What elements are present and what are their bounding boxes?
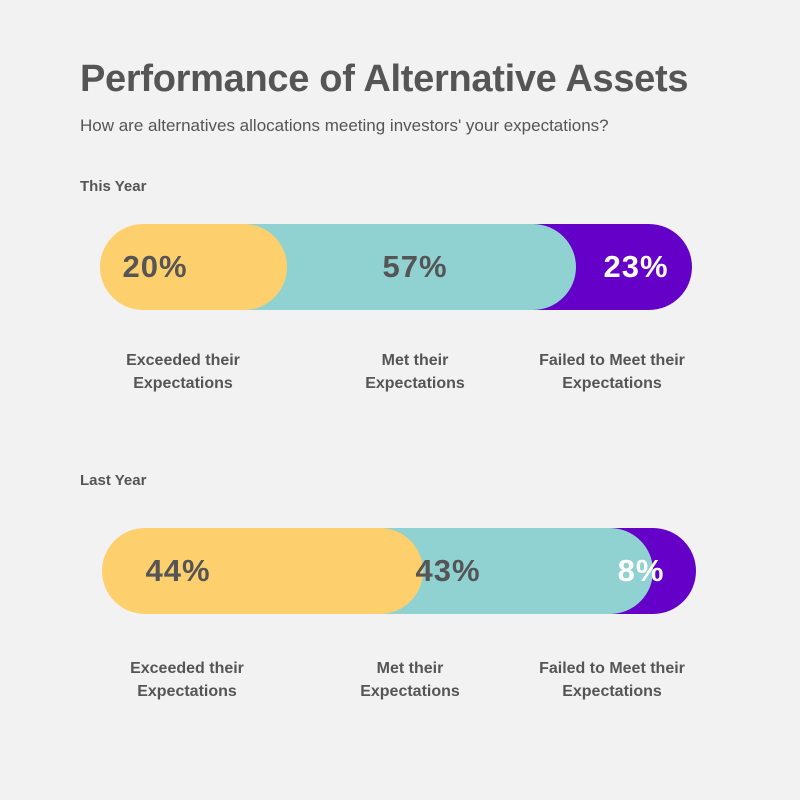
category-label-failed: Failed to Meet their Expectations — [512, 657, 712, 703]
stacked-bar-last-year: 44% 43% 8% — [102, 528, 696, 614]
category-label-line: Exceeded their — [130, 660, 244, 677]
category-label-line: Met their — [376, 660, 444, 677]
category-label-line: Expectations — [562, 375, 662, 392]
value-label-failed: 23% — [603, 249, 669, 284]
page-subtitle: How are alternatives allocations meeting… — [80, 116, 609, 135]
value-label-failed: 8% — [617, 553, 665, 588]
category-label-line: Expectations — [360, 683, 460, 700]
stacked-bar-this-year: 20% 57% 23% — [100, 224, 692, 310]
bar-segment-exceeded — [102, 528, 424, 614]
category-label-line: Expectations — [365, 375, 465, 392]
category-label-line: Expectations — [133, 375, 233, 392]
page-title: Performance of Alternative Assets — [80, 58, 689, 100]
value-label-met: 43% — [415, 553, 481, 588]
value-label-met: 57% — [382, 249, 448, 284]
period-label-this-year: This Year — [80, 178, 147, 195]
bar-segment-exceeded — [100, 224, 288, 310]
category-label-line: Failed to Meet their — [539, 352, 685, 369]
category-label-exceeded: Exceeded their Expectations — [87, 657, 287, 703]
category-label-line: Failed to Meet their — [539, 660, 685, 677]
category-label-exceeded: Exceeded their Expectations — [83, 349, 283, 395]
value-label-exceeded: 44% — [145, 553, 211, 588]
category-label-line: Expectations — [562, 683, 662, 700]
period-label-last-year: Last Year — [80, 472, 147, 489]
category-label-met: Met their Expectations — [315, 349, 515, 395]
category-label-line: Exceeded their — [126, 352, 240, 369]
value-label-exceeded: 20% — [122, 249, 188, 284]
category-label-failed: Failed to Meet their Expectations — [512, 349, 712, 395]
category-label-line: Met their — [381, 352, 449, 369]
category-label-line: Expectations — [137, 683, 237, 700]
category-label-met: Met their Expectations — [310, 657, 510, 703]
